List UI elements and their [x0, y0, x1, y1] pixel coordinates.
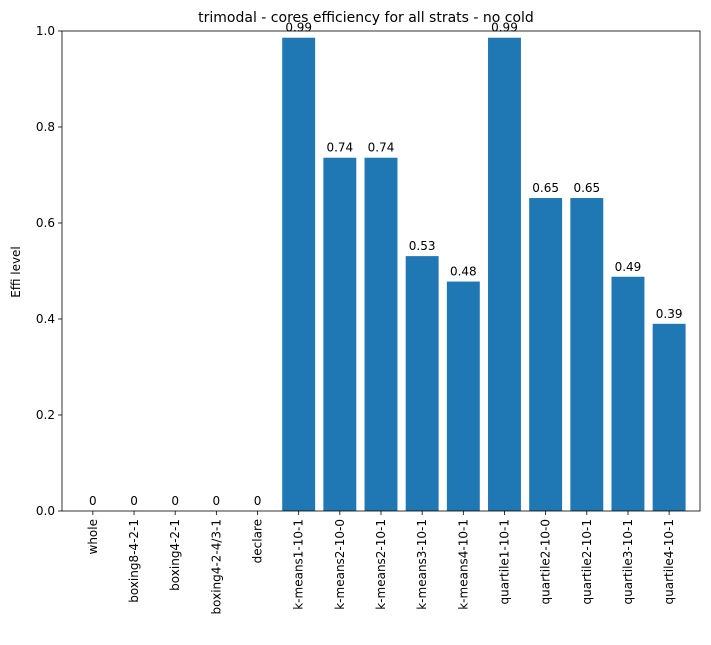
- data-label-11: 0.99: [491, 21, 518, 35]
- x-tick-label-5: declare: [251, 519, 265, 563]
- x-tick-label-14: quartile3-10-1: [621, 519, 635, 604]
- data-label-12: 0.65: [532, 181, 559, 195]
- x-tick-label-8: k-means2-10-1: [374, 519, 388, 610]
- x-tick-label-2: boxing8-4-2-1: [127, 519, 141, 603]
- x-tick-label-9: k-means3-10-1: [415, 519, 429, 610]
- data-label-4: 0: [213, 494, 221, 508]
- y-tick-label-3: 0.4: [36, 312, 55, 326]
- data-label-14: 0.49: [615, 260, 642, 274]
- bar-10: [446, 281, 480, 511]
- data-label-10: 0.48: [450, 265, 477, 279]
- x-tick-label-15: quartile4-10-1: [662, 519, 676, 604]
- x-tick-label-11: quartile1-10-1: [497, 519, 511, 604]
- bar-9: [405, 256, 439, 511]
- data-label-15: 0.39: [656, 307, 683, 321]
- bar-6: [282, 37, 316, 511]
- data-label-13: 0.65: [573, 181, 600, 195]
- bar-13: [570, 198, 604, 512]
- y-tick-label-5: 0.8: [36, 120, 55, 134]
- y-tick-label-1: 0.0: [36, 504, 55, 518]
- bar-15: [652, 323, 686, 511]
- x-tick-label-13: quartile2-10-1: [580, 519, 594, 604]
- x-tick-label-4: boxing4-2-4/3-1: [209, 519, 223, 614]
- axes-layer: 0.0 0.2 0.4 0.6 0.8 1.0 whole boxing8-4-2-1 boxi…: [36, 24, 701, 614]
- data-label-5: 0: [254, 494, 262, 508]
- x-tick-label-10: k-means4-10-1: [456, 519, 470, 610]
- x-tick-label-6: k-means1-10-1: [292, 519, 306, 610]
- x-tick-label-7: k-means2-10-0: [333, 519, 347, 610]
- y-axis-label: Effi level: [9, 246, 23, 298]
- data-label-6: 0.99: [285, 21, 312, 35]
- bar-14: [611, 276, 645, 511]
- bar-7: [323, 157, 357, 511]
- x-tick-label-12: quartile2-10-0: [539, 519, 553, 604]
- x-tick-label-3: boxing4-2-1: [168, 519, 182, 591]
- data-label-3: 0: [171, 494, 179, 508]
- bar-11: [488, 37, 521, 511]
- y-tick-label-2: 0.2: [36, 408, 55, 422]
- data-label-8: 0.74: [368, 141, 395, 155]
- data-label-9: 0.53: [409, 239, 436, 253]
- y-tick-label-6: 1.0: [36, 24, 55, 38]
- data-label-7: 0.74: [326, 141, 353, 155]
- bar-8: [364, 157, 398, 511]
- data-label-2: 0: [130, 494, 138, 508]
- x-tick-label-1: whole: [86, 519, 100, 554]
- chart-title: trimodal - cores efficiency for all stra…: [198, 10, 534, 26]
- data-label-1: 0: [89, 494, 97, 508]
- bars-layer: [282, 37, 686, 512]
- y-tick-label-4: 0.6: [36, 216, 55, 230]
- bar-12: [529, 198, 563, 512]
